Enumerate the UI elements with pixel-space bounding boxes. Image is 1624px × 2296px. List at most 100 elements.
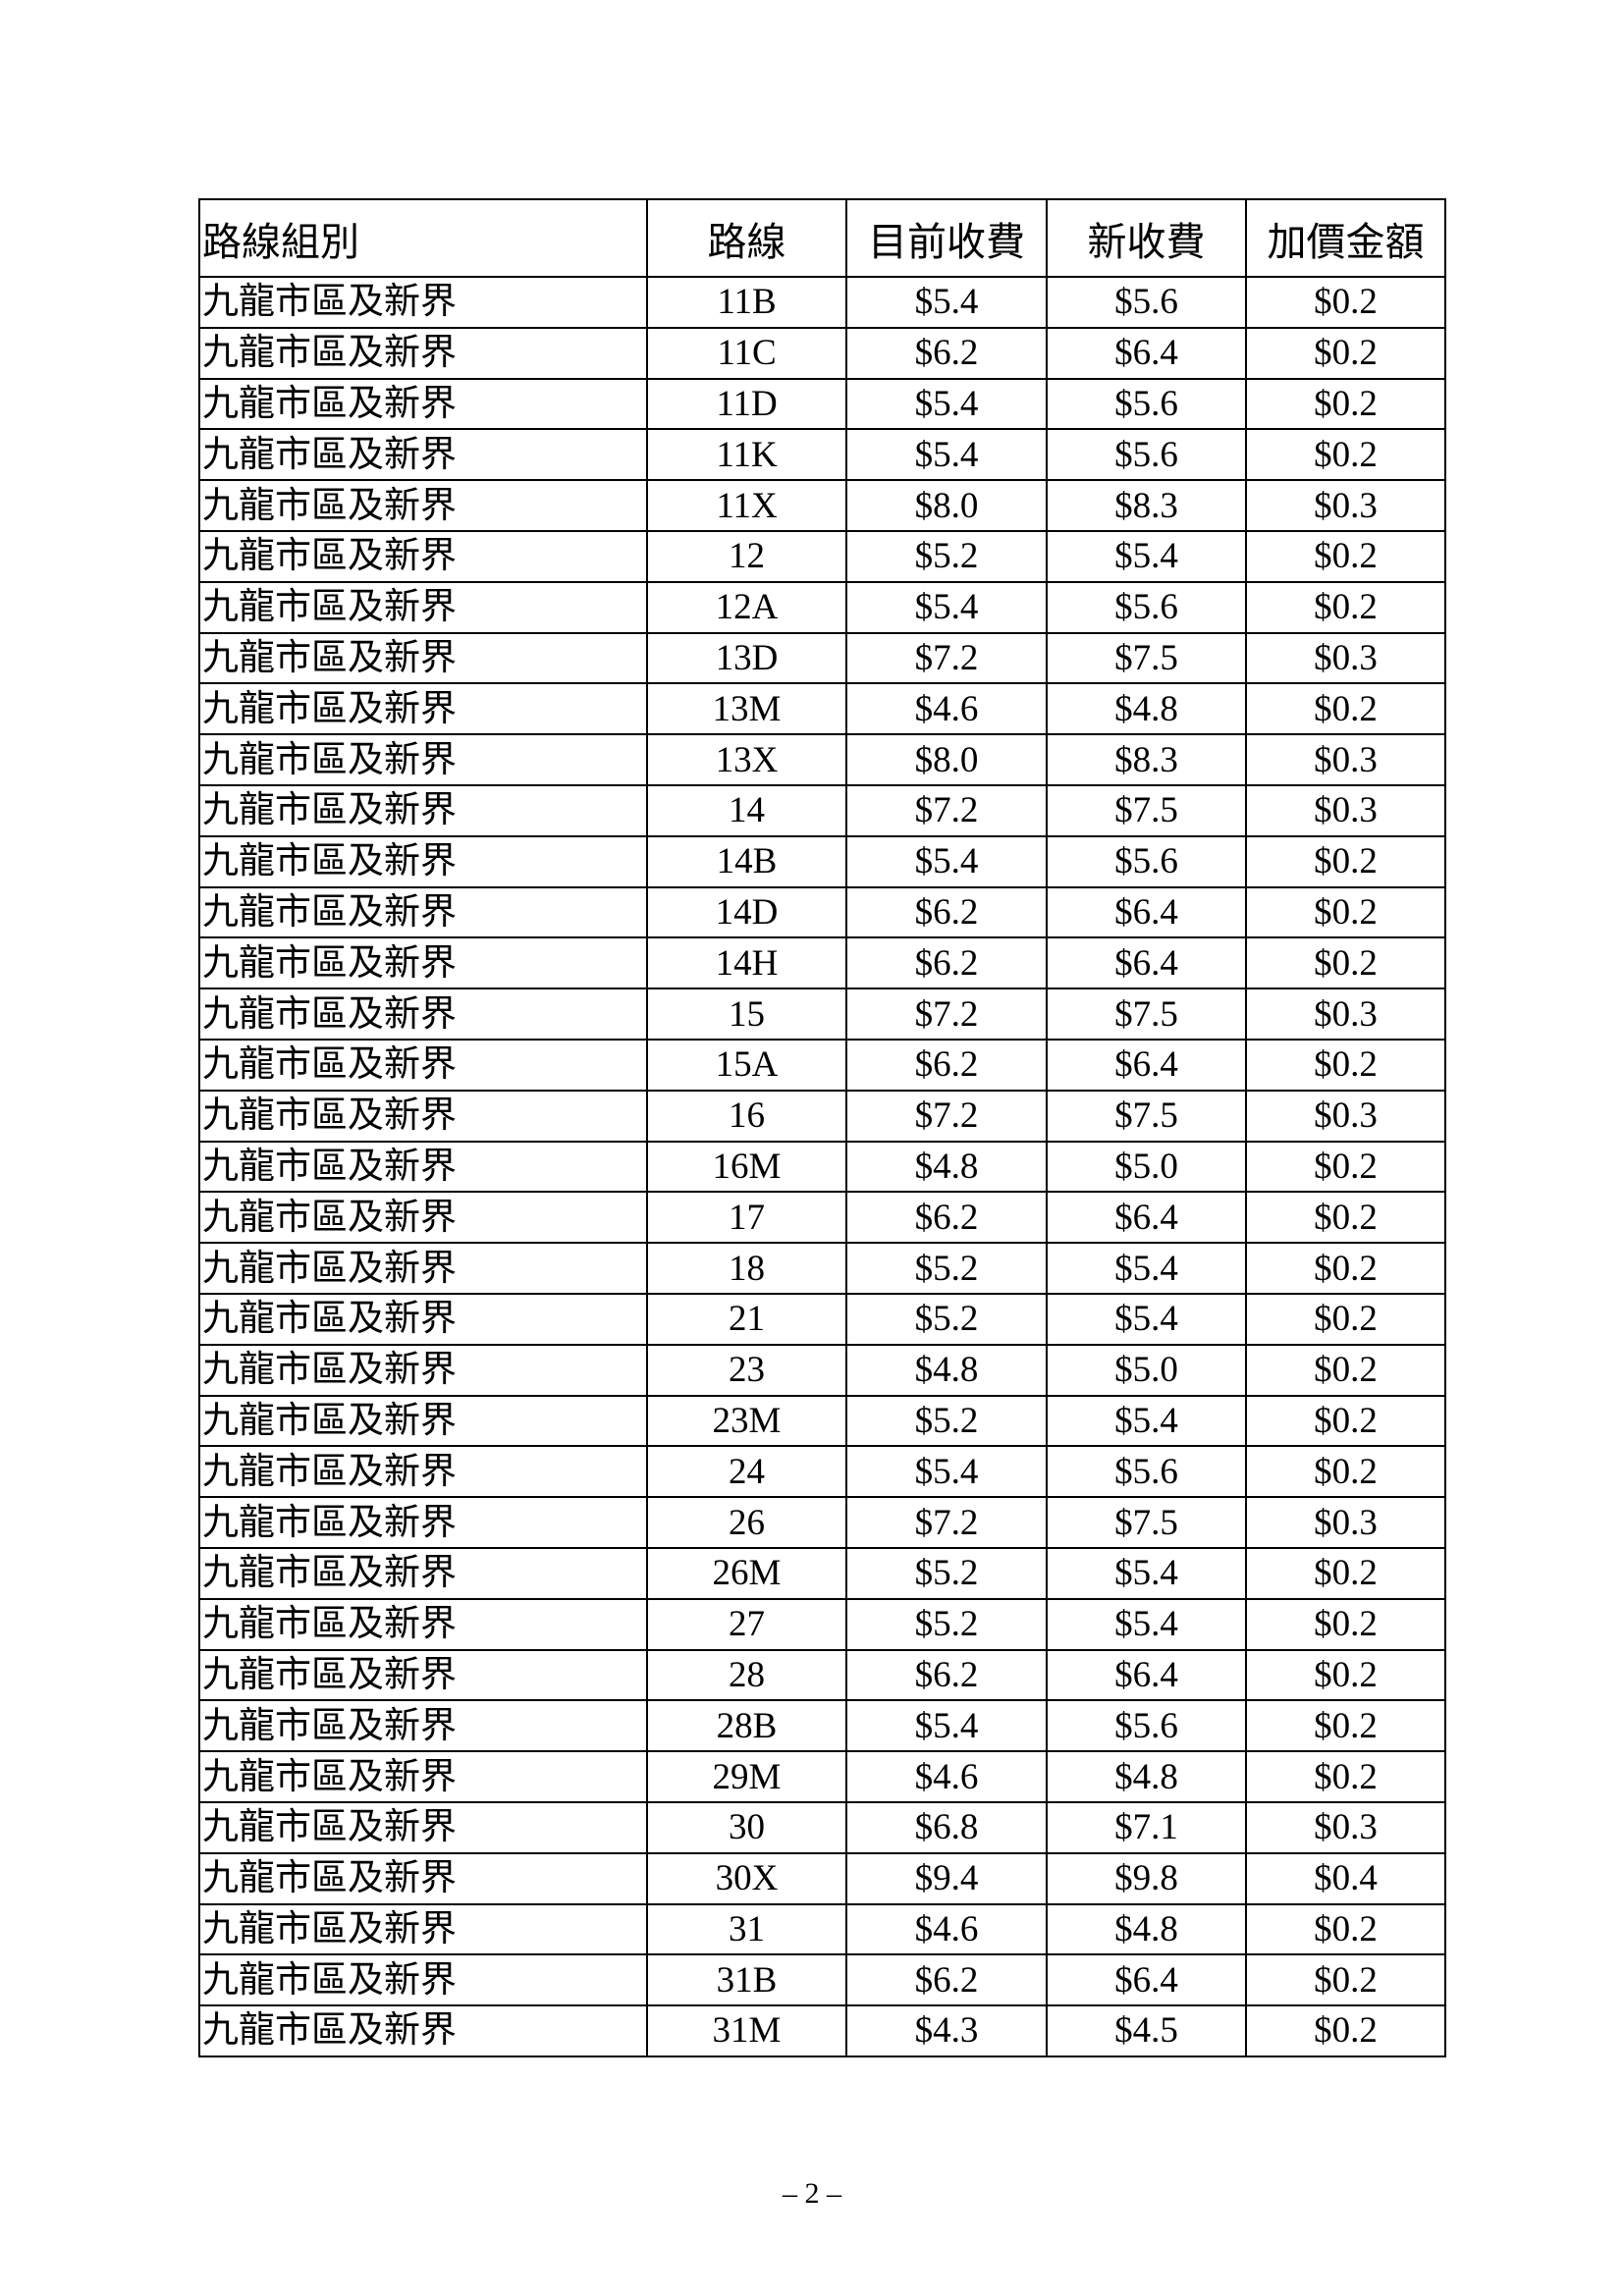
current-fare-cell: $5.4 bbox=[845, 1699, 1048, 1753]
table-row: 九龍市區及新界 21 $5.2 $5.4 $0.2 bbox=[198, 1292, 1446, 1346]
route-cell: 31B bbox=[646, 1953, 847, 2007]
new-fare-cell: $8.3 bbox=[1046, 479, 1247, 532]
new-fare-cell: $5.4 bbox=[1046, 1394, 1247, 1448]
route-cell: 26 bbox=[646, 1496, 847, 1549]
route-group-cell: 九龍市區及新界 bbox=[198, 1140, 648, 1194]
route-cell: 13D bbox=[646, 631, 847, 685]
increase-cell: $0.2 bbox=[1245, 580, 1446, 634]
new-fare-cell: $6.4 bbox=[1046, 1191, 1247, 1245]
table-row: 九龍市區及新界 11K $5.4 $5.6 $0.2 bbox=[198, 428, 1446, 482]
table-row: 九龍市區及新界 15A $6.2 $6.4 $0.2 bbox=[198, 1038, 1446, 1092]
route-group-cell: 九龍市區及新界 bbox=[198, 988, 648, 1041]
route-group-cell: 九龍市區及新界 bbox=[198, 1953, 648, 2007]
route-cell: 27 bbox=[646, 1597, 847, 1651]
increase-cell: $0.2 bbox=[1245, 1750, 1446, 1803]
new-fare-cell: $7.5 bbox=[1046, 631, 1247, 685]
route-group-cell: 九龍市區及新界 bbox=[198, 377, 648, 431]
route-group-cell: 九龍市區及新界 bbox=[198, 1800, 648, 1854]
table-row: 九龍市區及新界 18 $5.2 $5.4 $0.2 bbox=[198, 1242, 1446, 1295]
table-row: 九龍市區及新界 28B $5.4 $5.6 $0.2 bbox=[198, 1699, 1446, 1753]
increase-cell: $0.3 bbox=[1245, 1496, 1446, 1549]
route-group-cell: 九龍市區及新界 bbox=[198, 580, 648, 634]
increase-cell: $0.2 bbox=[1245, 2004, 1446, 2057]
new-fare-cell: $6.4 bbox=[1046, 1038, 1247, 1092]
route-cell: 11C bbox=[646, 326, 847, 380]
route-group-cell: 九龍市區及新界 bbox=[198, 326, 648, 380]
increase-cell: $0.2 bbox=[1245, 1953, 1446, 2007]
route-group-cell: 九龍市區及新界 bbox=[198, 529, 648, 583]
new-fare-cell: $5.4 bbox=[1046, 1597, 1247, 1651]
table-row: 九龍市區及新界 14B $5.4 $5.6 $0.2 bbox=[198, 834, 1446, 888]
new-fare-cell: $4.8 bbox=[1046, 682, 1247, 736]
table-row: 九龍市區及新界 17 $6.2 $6.4 $0.2 bbox=[198, 1191, 1446, 1245]
new-fare-cell: $7.5 bbox=[1046, 988, 1247, 1041]
route-group-cell: 九龍市區及新界 bbox=[198, 1902, 648, 1956]
table-row: 九龍市區及新界 24 $5.4 $5.6 $0.2 bbox=[198, 1445, 1446, 1499]
route-cell: 13M bbox=[646, 682, 847, 736]
route-group-cell: 九龍市區及新界 bbox=[198, 479, 648, 532]
current-fare-cell: $5.4 bbox=[845, 580, 1048, 634]
new-fare-cell: $6.4 bbox=[1046, 885, 1247, 939]
table-row: 九龍市區及新界 31 $4.6 $4.8 $0.2 bbox=[198, 1902, 1446, 1956]
table-row: 九龍市區及新界 26 $7.2 $7.5 $0.3 bbox=[198, 1496, 1446, 1549]
increase-cell: $0.2 bbox=[1245, 1292, 1446, 1346]
increase-cell: $0.3 bbox=[1245, 479, 1446, 532]
table-row: 九龍市區及新界 16 $7.2 $7.5 $0.3 bbox=[198, 1089, 1446, 1143]
route-group-cell: 九龍市區及新界 bbox=[198, 1496, 648, 1549]
route-cell: 16 bbox=[646, 1089, 847, 1143]
route-group-cell: 九龍市區及新界 bbox=[198, 1648, 648, 1702]
table-row: 九龍市區及新界 12 $5.2 $5.4 $0.2 bbox=[198, 529, 1446, 583]
current-fare-cell: $7.2 bbox=[845, 1496, 1048, 1549]
table-row: 九龍市區及新界 11B $5.4 $5.6 $0.2 bbox=[198, 276, 1446, 329]
increase-cell: $0.2 bbox=[1245, 326, 1446, 380]
new-fare-cell: $6.4 bbox=[1046, 1648, 1247, 1702]
new-fare-cell: $5.6 bbox=[1046, 428, 1247, 482]
table-row: 九龍市區及新界 31B $6.2 $6.4 $0.2 bbox=[198, 1953, 1446, 2007]
route-group-cell: 九龍市區及新界 bbox=[198, 885, 648, 939]
increase-cell: $0.4 bbox=[1245, 1851, 1446, 1905]
route-group-cell: 九龍市區及新界 bbox=[198, 834, 648, 888]
table-row: 九龍市區及新界 23 $4.8 $5.0 $0.2 bbox=[198, 1343, 1446, 1397]
route-group-cell: 九龍市區及新界 bbox=[198, 936, 648, 990]
new-fare-cell: $9.8 bbox=[1046, 1851, 1247, 1905]
route-group-cell: 九龍市區及新界 bbox=[198, 1750, 648, 1803]
increase-cell: $0.2 bbox=[1245, 1140, 1446, 1194]
route-group-cell: 九龍市區及新界 bbox=[198, 428, 648, 482]
route-cell: 11D bbox=[646, 377, 847, 431]
new-fare-cell: $6.4 bbox=[1046, 1953, 1247, 2007]
route-cell: 14D bbox=[646, 885, 847, 939]
increase-cell: $0.2 bbox=[1245, 529, 1446, 583]
current-fare-cell: $6.2 bbox=[845, 936, 1048, 990]
current-fare-cell: $7.2 bbox=[845, 783, 1048, 837]
route-cell: 23M bbox=[646, 1394, 847, 1448]
table-row: 九龍市區及新界 14 $7.2 $7.5 $0.3 bbox=[198, 783, 1446, 837]
table-row: 九龍市區及新界 26M $5.2 $5.4 $0.2 bbox=[198, 1546, 1446, 1600]
increase-cell: $0.2 bbox=[1245, 1191, 1446, 1245]
increase-cell: $0.2 bbox=[1245, 834, 1446, 888]
current-fare-cell: $6.2 bbox=[845, 1191, 1048, 1245]
increase-cell: $0.2 bbox=[1245, 1242, 1446, 1295]
table-row: 九龍市區及新界 13D $7.2 $7.5 $0.3 bbox=[198, 631, 1446, 685]
new-fare-cell: $5.6 bbox=[1046, 834, 1247, 888]
current-fare-cell: $7.2 bbox=[845, 988, 1048, 1041]
route-cell: 28B bbox=[646, 1699, 847, 1753]
new-fare-cell: $8.3 bbox=[1046, 733, 1247, 786]
route-cell: 14 bbox=[646, 783, 847, 837]
current-fare-cell: $4.8 bbox=[845, 1140, 1048, 1194]
current-fare-cell: $6.2 bbox=[845, 1953, 1048, 2007]
table-row: 九龍市區及新界 11C $6.2 $6.4 $0.2 bbox=[198, 326, 1446, 380]
current-fare-cell: $5.2 bbox=[845, 1394, 1048, 1448]
table-row: 九龍市區及新界 13M $4.6 $4.8 $0.2 bbox=[198, 682, 1446, 736]
route-cell: 23 bbox=[646, 1343, 847, 1397]
route-cell: 11K bbox=[646, 428, 847, 482]
route-cell: 31M bbox=[646, 2004, 847, 2057]
route-group-cell: 九龍市區及新界 bbox=[198, 1038, 648, 1092]
route-group-cell: 九龍市區及新界 bbox=[198, 2004, 648, 2057]
new-fare-cell: $4.5 bbox=[1046, 2004, 1247, 2057]
route-cell: 15A bbox=[646, 1038, 847, 1092]
route-cell: 30X bbox=[646, 1851, 847, 1905]
route-group-cell: 九龍市區及新界 bbox=[198, 1292, 648, 1346]
route-group-cell: 九龍市區及新界 bbox=[198, 682, 648, 736]
route-group-cell: 九龍市區及新界 bbox=[198, 1445, 648, 1499]
table-row: 九龍市區及新界 14D $6.2 $6.4 $0.2 bbox=[198, 885, 1446, 939]
